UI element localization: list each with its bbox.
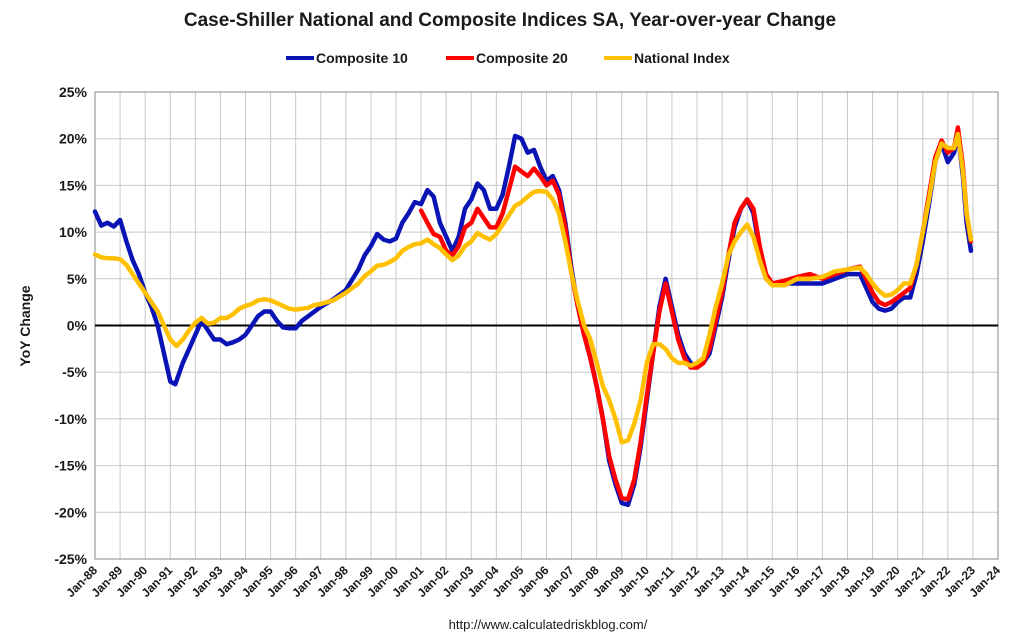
y-tick-label: 15% [59,177,88,193]
y-tick-label: -5% [62,364,87,380]
chart-title: Case-Shiller National and Composite Indi… [184,10,836,31]
y-tick-label: 5% [67,271,88,287]
series-lines [92,125,974,508]
y-tick-label: -25% [54,551,87,567]
legend-label-national-index: National Index [634,50,730,66]
x-axis-ticks: Jan-88Jan-89Jan-90Jan-91Jan-92Jan-93Jan-… [63,563,1003,600]
series-line-composite-20 [418,125,974,502]
y-tick-label: -20% [54,504,87,520]
y-tick-label: 0% [67,318,88,334]
y-tick-label: 25% [59,84,88,100]
y-tick-label: -15% [54,458,87,474]
legend-label-composite-10: Composite 10 [316,50,408,66]
y-axis-label: YoY Change [17,285,33,366]
series-line-national-index [92,131,974,445]
y-tick-label: -10% [54,411,87,427]
series-line-composite-10 [92,131,974,508]
y-tick-label: 10% [59,224,88,240]
source-url: http://www.calculatedriskblog.com/ [449,617,648,632]
legend-label-composite-20: Composite 20 [476,50,568,66]
y-tick-label: 20% [59,131,88,147]
legend: Composite 10 Composite 20 National Index [286,50,730,66]
y-axis-ticks: -25% -20% -15% -10% -5% 0% 5% 10% 15% 20% 25% [54,84,87,567]
